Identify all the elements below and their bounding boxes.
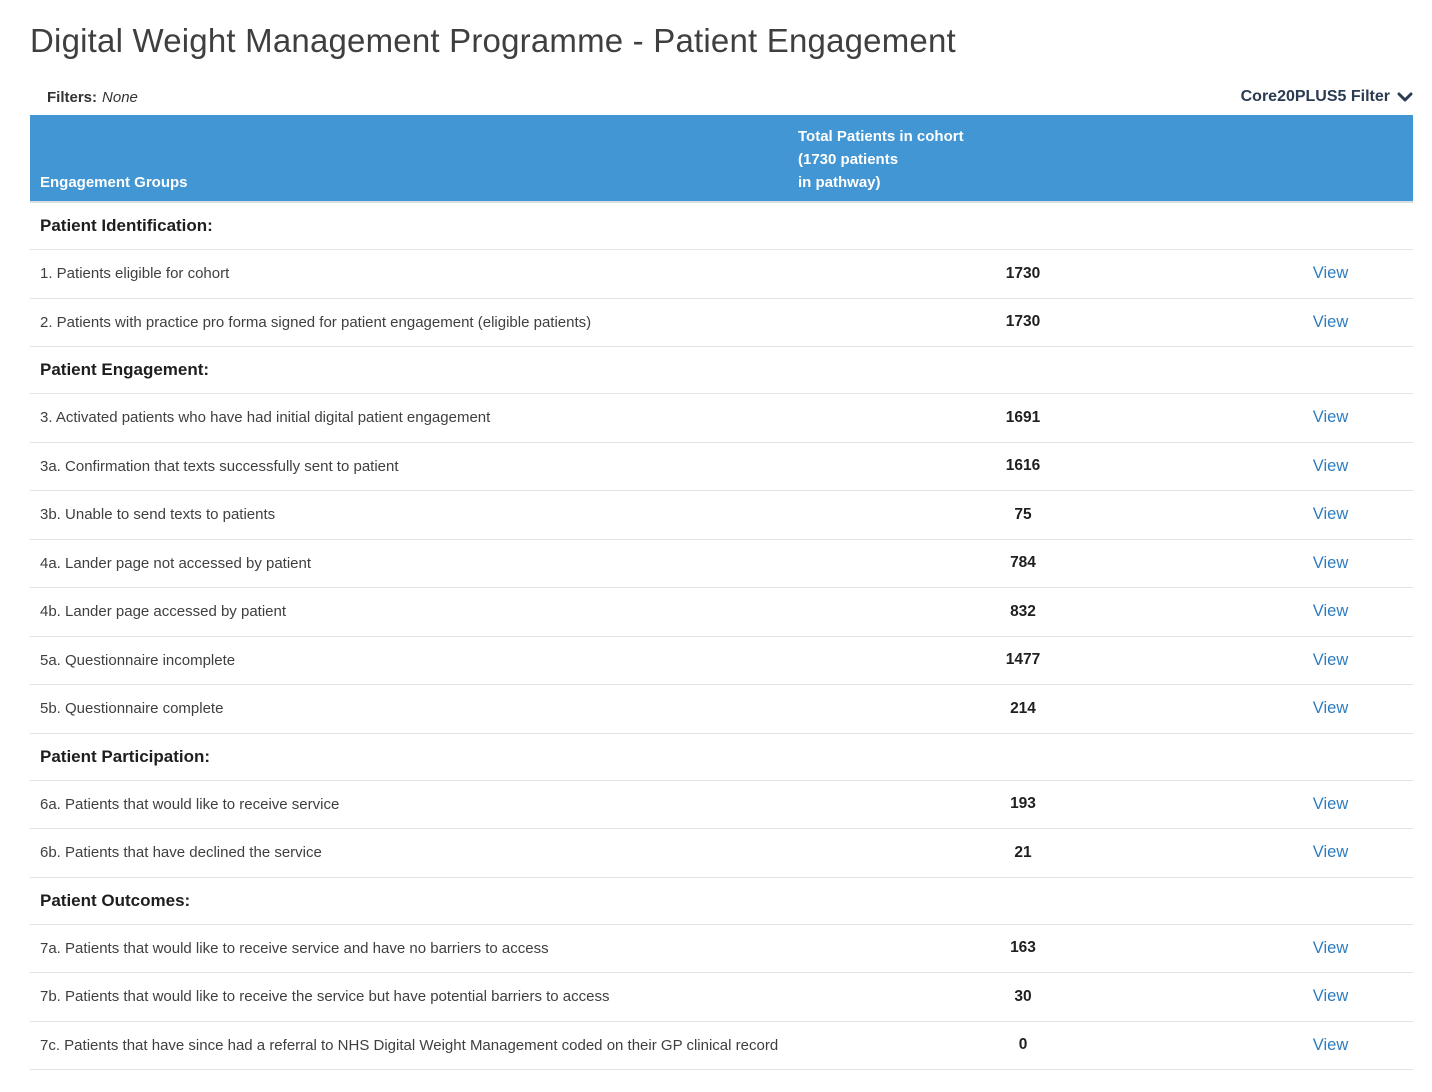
row-label: 7c. Patients that have since had a refer…: [40, 1036, 779, 1054]
filters-summary: Filters: None: [47, 89, 138, 106]
table-row: 7b. Patients that would like to receive …: [30, 973, 1413, 1022]
core20plus5-filter-dropdown[interactable]: Core20PLUS5 Filter: [1241, 88, 1413, 106]
view-link[interactable]: View: [1312, 699, 1349, 718]
table-row: 3b. Unable to send texts to patients 75 Vi…: [30, 491, 1413, 540]
table-row: 6b. Patients that have declined the serv…: [30, 829, 1413, 878]
row-count: 30: [1014, 987, 1032, 1005]
row-label: 7a. Patients that would like to receive …: [40, 939, 549, 957]
section-heading-row: Patient Outcomes:: [30, 878, 1413, 925]
view-link[interactable]: View: [1312, 602, 1349, 621]
row-view-cell: View: [1248, 554, 1413, 573]
section-heading: Patient Outcomes:: [40, 890, 191, 910]
row-count: 163: [1010, 939, 1036, 957]
table-body: Patient Identification: 1. Patients eligi…: [30, 203, 1413, 1070]
row-view-cell: View: [1248, 795, 1413, 814]
table-row: 1. Patients eligible for cohort 1730 View: [30, 250, 1413, 299]
view-link[interactable]: View: [1312, 650, 1349, 669]
section-heading-row: Patient Participation:: [30, 734, 1413, 781]
row-label: 6a. Patients that would like to receive …: [40, 795, 340, 813]
row-count: 1691: [1005, 408, 1041, 426]
row-view-cell: View: [1248, 699, 1413, 718]
view-link[interactable]: View: [1312, 408, 1349, 427]
view-link[interactable]: View: [1312, 553, 1349, 572]
row-view-cell: View: [1248, 987, 1413, 1006]
section-heading: Patient Engagement:: [40, 360, 210, 379]
row-count: 75: [1014, 505, 1032, 523]
view-link[interactable]: View: [1312, 505, 1349, 524]
row-count: 214: [1010, 699, 1036, 717]
table-row: 3a. Confirmation that texts successfully…: [30, 443, 1413, 491]
view-link[interactable]: View: [1312, 938, 1349, 957]
row-count: 784: [1010, 554, 1036, 572]
table-row: 5b. Questionnaire complete 214 View: [30, 685, 1413, 734]
row-count: 0: [1018, 1036, 1028, 1054]
row-view-cell: View: [1248, 939, 1413, 958]
table-row: 4b. Lander page accessed by patient 832 Vi…: [30, 588, 1413, 637]
view-link[interactable]: View: [1312, 1035, 1349, 1054]
table-row: 7c. Patients that have since had a refer…: [30, 1022, 1413, 1070]
row-label: 4b. Lander page accessed by patient: [40, 603, 287, 621]
table-row: 3. Activated patients who have had initi…: [30, 394, 1413, 443]
filter-bar: Filters: None Core20PLUS5 Filter: [30, 88, 1413, 106]
view-link[interactable]: View: [1312, 794, 1349, 813]
row-label: 5b. Questionnaire complete: [40, 700, 224, 718]
row-count: 1730: [1005, 264, 1041, 282]
page-container: Digital Weight Management Programme - Pa…: [30, 22, 1413, 1070]
column-header-total-patients: Total Patients in cohort (1730 patients …: [798, 115, 1248, 194]
filters-value: None: [102, 89, 138, 106]
column-header-engagement-groups: Engagement Groups: [40, 174, 188, 191]
table-row: 4a. Lander page not accessed by patient 7…: [30, 540, 1413, 588]
total-header-line2: (1730 patients: [798, 151, 899, 168]
section-heading: Patient Participation:: [40, 746, 211, 766]
row-count: 1730: [1005, 313, 1041, 331]
row-label: 3a. Confirmation that texts successfully…: [40, 457, 399, 475]
row-view-cell: View: [1248, 408, 1413, 427]
row-count: 21: [1014, 843, 1032, 861]
row-count: 1477: [1005, 651, 1041, 669]
row-view-cell: View: [1248, 505, 1413, 524]
row-view-cell: View: [1248, 651, 1413, 670]
row-count: 832: [1010, 602, 1036, 620]
total-header-line3: in pathway): [798, 174, 881, 191]
row-view-cell: View: [1248, 264, 1413, 283]
row-view-cell: View: [1248, 313, 1413, 332]
row-count: 1616: [1005, 457, 1041, 475]
row-label: 3b. Unable to send texts to patients: [40, 506, 276, 524]
section-heading: Patient Identification:: [40, 216, 213, 235]
table-row: 7a. Patients that would like to receive …: [30, 925, 1413, 973]
view-link[interactable]: View: [1312, 987, 1349, 1006]
table-row: 5a. Questionnaire incomplete 1477 View: [30, 637, 1413, 685]
total-header-line1: Total Patients in cohort: [798, 128, 964, 145]
row-label: 4a. Lander page not accessed by patient: [40, 554, 312, 572]
row-label: 7b. Patients that would like to receive …: [40, 988, 610, 1006]
view-link[interactable]: View: [1312, 312, 1349, 331]
chevron-down-icon: [1397, 92, 1413, 103]
row-view-cell: View: [1248, 1036, 1413, 1055]
filter-dropdown-label: Core20PLUS5 Filter: [1240, 88, 1390, 105]
page-title: Digital Weight Management Programme - Pa…: [30, 22, 956, 59]
row-label: 5a. Questionnaire incomplete: [40, 651, 236, 669]
row-view-cell: View: [1248, 602, 1413, 621]
view-link[interactable]: View: [1312, 456, 1349, 475]
table-row: 6a. Patients that would like to receive …: [30, 781, 1413, 829]
row-label: 3. Activated patients who have had initi…: [40, 409, 491, 427]
view-link[interactable]: View: [1312, 843, 1349, 862]
filters-label: Filters:: [47, 89, 98, 106]
view-link[interactable]: View: [1312, 264, 1349, 283]
row-label: 6b. Patients that have declined the serv…: [40, 844, 322, 862]
row-view-cell: View: [1248, 457, 1413, 476]
section-heading-row: Patient Engagement:: [30, 347, 1413, 394]
section-heading-row: Patient Identification:: [30, 203, 1413, 250]
table-header-row: Engagement Groups Total Patients in coho…: [30, 115, 1413, 203]
table-row: 2. Patients with practice pro forma sign…: [30, 299, 1413, 347]
row-count: 193: [1010, 795, 1036, 813]
row-label: 2. Patients with practice pro forma sign…: [40, 313, 592, 331]
row-view-cell: View: [1248, 843, 1413, 862]
row-label: 1. Patients eligible for cohort: [40, 265, 230, 283]
